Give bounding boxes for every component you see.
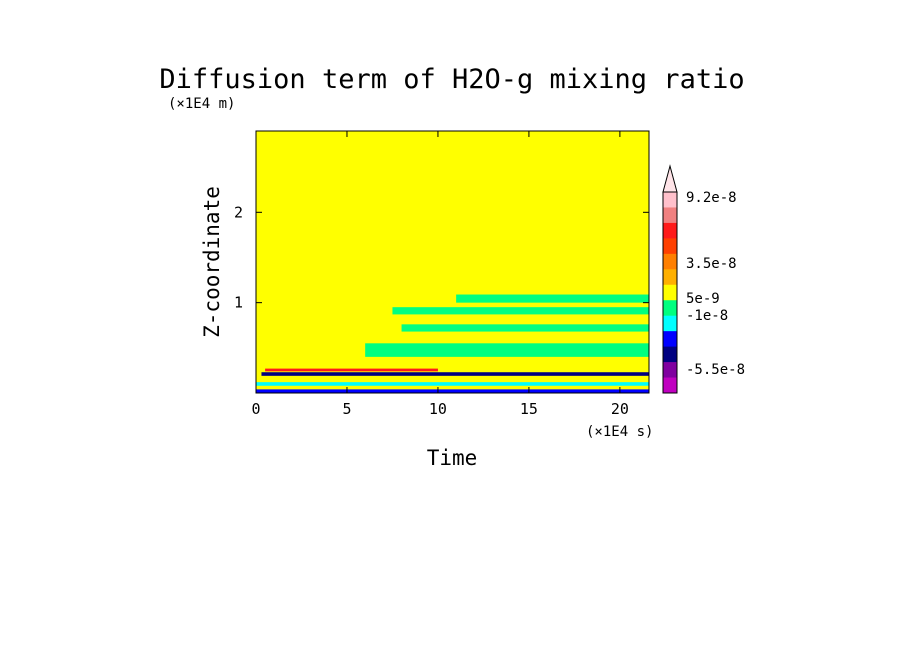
chart-title: Diffusion term of H2O-g mixing ratio [159,64,744,95]
contour-band [401,324,649,332]
colorbar-cell [663,238,677,255]
y-axis-label: Z-coordinate [200,186,224,338]
contour-band [392,307,649,315]
colorbar-cell [663,331,677,348]
colorbar-cell [663,315,677,332]
plot-frame [255,130,650,394]
colorbar-label: -5.5e-8 [686,362,745,378]
y-axis-ticks: 12 [234,203,649,312]
x-axis-label: Time [427,446,478,470]
colorbar-label: 5e-9 [686,291,720,307]
colorbar-cell [663,346,677,363]
colorbar-cell [663,192,677,208]
x-tick-label: 0 [251,400,260,418]
colorbar-label: 3.5e-8 [686,256,737,272]
plot-area [255,130,650,394]
colorbar-cell [663,207,677,224]
contour-band [256,389,649,393]
contour-band [256,382,649,386]
colorbar-label: 9.2e-8 [686,190,737,206]
x-tick-label: 10 [429,400,447,418]
colorbar-cell [663,222,677,239]
contour-band [261,372,649,376]
contour-bands [256,294,649,393]
colorbar-cell [663,362,677,379]
colorbar-cell [663,284,677,301]
x-axis-ticks: 0 5 10 15 20 [251,131,629,418]
y-tick-label: 1 [234,294,243,312]
colorbar-cell [663,300,677,317]
colorbar-label: -1e-8 [686,308,728,324]
colorbar-cell [663,253,677,270]
x-tick-label: 15 [520,400,538,418]
contour-band [365,343,649,357]
colorbar-cells [663,192,677,394]
x-tick-label: 5 [342,400,351,418]
y-unit-label: (×1E4 m) [168,96,235,112]
colorbar-cell [663,269,677,286]
colorbar-frame [662,191,678,394]
y-tick-label: 2 [234,203,243,221]
colorbar-top-arrow [662,164,678,193]
contour-band [456,294,649,303]
x-unit-label: (×1E4 s) [586,424,653,440]
colorbar: 9.2e-8 3.5e-8 5e-9 -1e-8 -5.5e-8 [662,164,745,394]
contour-band [265,368,438,372]
colorbar-cell [663,377,677,394]
x-tick-label: 20 [611,400,629,418]
